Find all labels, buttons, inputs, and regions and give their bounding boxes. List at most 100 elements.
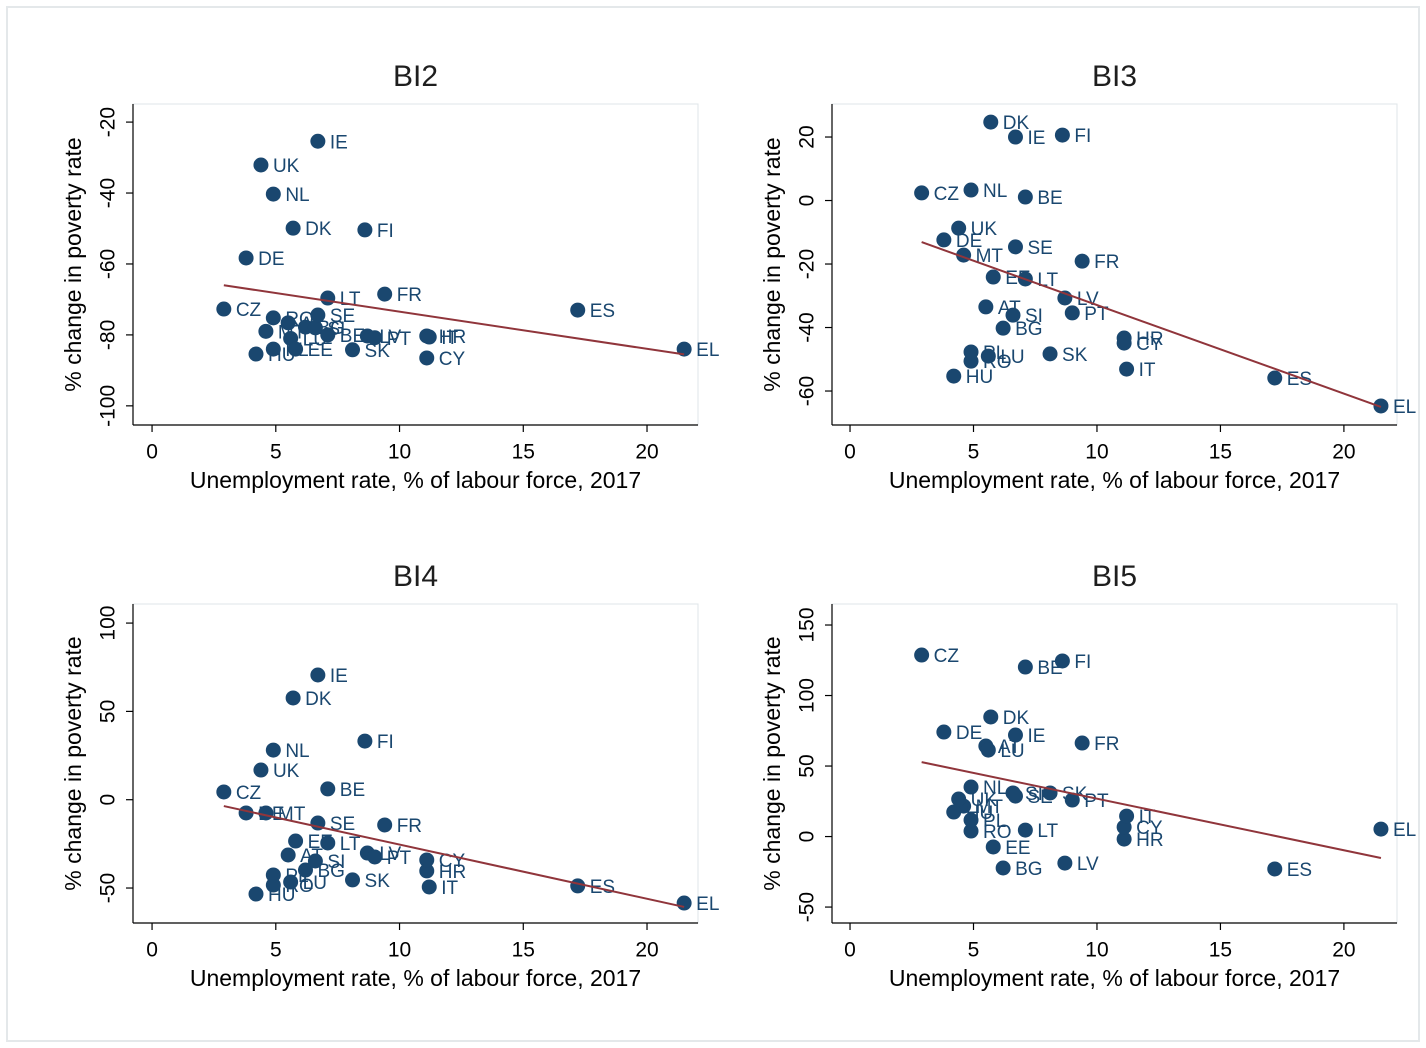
point-label: LT bbox=[340, 289, 361, 310]
y-tick-label: -20 bbox=[796, 249, 819, 279]
point bbox=[238, 250, 254, 266]
point-label: CZ bbox=[934, 646, 960, 667]
point-label: CZ bbox=[934, 184, 960, 205]
point bbox=[265, 742, 281, 758]
point-label: LT bbox=[1037, 821, 1058, 842]
point bbox=[980, 742, 996, 758]
x-tick-label: 20 bbox=[635, 939, 658, 962]
point bbox=[963, 779, 979, 795]
y-tick-label: -50 bbox=[97, 873, 120, 903]
point-label: LU bbox=[303, 873, 327, 894]
point bbox=[570, 302, 586, 318]
point bbox=[1119, 361, 1135, 377]
x-tick-label: 20 bbox=[635, 441, 658, 464]
point bbox=[265, 341, 281, 357]
point-label: PT bbox=[387, 848, 412, 869]
y-tick-label: 0 bbox=[796, 831, 819, 843]
point bbox=[307, 320, 323, 336]
point-label: BE bbox=[340, 326, 365, 347]
point bbox=[310, 133, 326, 149]
point bbox=[995, 320, 1011, 336]
point-label: MT bbox=[976, 797, 1004, 818]
y-tick-label: -40 bbox=[97, 178, 120, 208]
point-label: CY bbox=[439, 349, 466, 370]
x-axis-title: Unemployment rate, % of labour force, 20… bbox=[190, 965, 641, 991]
y-tick-label: -80 bbox=[97, 320, 120, 350]
y-tick-label: 100 bbox=[97, 606, 120, 641]
point-label: FR bbox=[1094, 252, 1119, 273]
point bbox=[983, 114, 999, 130]
point bbox=[253, 762, 269, 778]
point bbox=[1064, 792, 1080, 808]
point bbox=[419, 350, 435, 366]
point-label: CY bbox=[1136, 334, 1163, 355]
point bbox=[1007, 727, 1023, 743]
point bbox=[357, 733, 373, 749]
y-axis-title: % change in poverty rate bbox=[759, 137, 785, 391]
point-label: SK bbox=[365, 341, 391, 362]
point bbox=[978, 299, 994, 315]
point-label: SE bbox=[1027, 238, 1052, 259]
point bbox=[936, 724, 952, 740]
point bbox=[283, 874, 299, 890]
point bbox=[265, 186, 281, 202]
point-label: HR bbox=[439, 327, 466, 348]
point-label: EL bbox=[696, 894, 719, 915]
point-label: IE bbox=[330, 666, 348, 687]
panel: BI3 0 5 10 15 20 -60 -40 -20 0 20 Unemployment rate… bbox=[759, 60, 1416, 493]
point-label: DK bbox=[305, 219, 332, 240]
point bbox=[297, 862, 313, 878]
point bbox=[570, 878, 586, 894]
point bbox=[1116, 831, 1132, 847]
point bbox=[320, 290, 336, 306]
point-label: DE bbox=[956, 231, 982, 252]
point-label: CY bbox=[439, 851, 466, 872]
point-label: IT bbox=[441, 878, 458, 899]
point bbox=[1267, 861, 1283, 877]
point bbox=[345, 872, 361, 888]
point-label: HU bbox=[966, 367, 993, 388]
y-axis-title: % change in poverty rate bbox=[60, 137, 86, 391]
y-tick-label: 50 bbox=[97, 700, 120, 723]
fit-line bbox=[921, 761, 1382, 859]
point bbox=[288, 341, 304, 357]
point bbox=[1119, 808, 1135, 824]
point bbox=[1007, 239, 1023, 255]
point bbox=[253, 157, 269, 173]
point-label: FI bbox=[1074, 652, 1091, 673]
point-label: IT bbox=[1139, 807, 1156, 828]
point bbox=[980, 348, 996, 364]
x-tick-label: 15 bbox=[512, 939, 535, 962]
panel: BI2 0 5 10 15 20 -100 -80 -60 -40 -20 Unemployment … bbox=[60, 60, 719, 493]
point-label: LV bbox=[1077, 854, 1099, 875]
point bbox=[1074, 253, 1090, 269]
point-label: ES bbox=[1287, 369, 1312, 390]
point bbox=[320, 327, 336, 343]
point-label: HR bbox=[1136, 329, 1163, 350]
point-label: SK bbox=[365, 871, 391, 892]
point bbox=[421, 879, 437, 895]
point bbox=[248, 346, 264, 362]
point-label: NL bbox=[285, 185, 309, 206]
point bbox=[676, 895, 692, 911]
point bbox=[1007, 788, 1023, 804]
point bbox=[1054, 653, 1070, 669]
x-tick-label: 10 bbox=[388, 441, 411, 464]
point bbox=[1267, 370, 1283, 386]
y-tick-label: -100 bbox=[97, 385, 120, 427]
point-label: SI bbox=[327, 852, 345, 873]
point-label: ES bbox=[1287, 860, 1312, 881]
point bbox=[1017, 189, 1033, 205]
point bbox=[285, 220, 301, 236]
y-tick-label: 100 bbox=[796, 678, 819, 713]
point-label: EL bbox=[696, 340, 719, 361]
x-tick-label: 10 bbox=[388, 939, 411, 962]
point-label: FI bbox=[1074, 126, 1091, 147]
y-tick-label: 50 bbox=[796, 754, 819, 777]
point bbox=[310, 667, 326, 683]
point-label: BG bbox=[317, 861, 344, 882]
point-label: NL bbox=[983, 181, 1007, 202]
x-tick-label: 5 bbox=[968, 441, 980, 464]
point bbox=[914, 185, 930, 201]
point-label: EE bbox=[308, 340, 333, 361]
